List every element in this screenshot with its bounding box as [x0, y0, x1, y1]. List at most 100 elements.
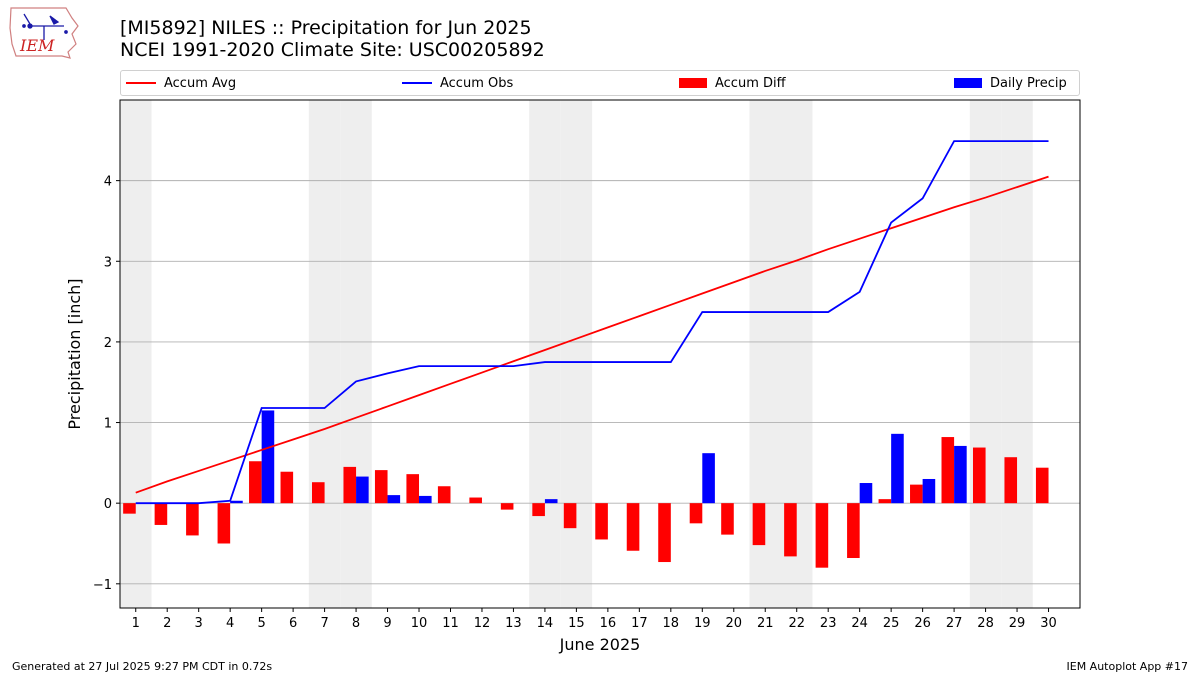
- bar-daily-precip-day-10: [419, 495, 432, 504]
- x-tick-label-14: 14: [537, 616, 554, 631]
- line-accum-obs: [135, 140, 1049, 505]
- bar-accum-diff-day-9: [374, 470, 388, 504]
- legend-swatch-accum-avg: [126, 82, 156, 84]
- x-tick-label-7: 7: [320, 616, 328, 631]
- bar-daily-precip-day-26: [922, 478, 936, 504]
- bar-daily-precip-day-24: [859, 483, 873, 504]
- legend-item-accum-avg: Accum Avg: [126, 71, 236, 95]
- x-tick-label-28: 28: [977, 616, 994, 631]
- legend-item-daily-precip: Daily Precip: [954, 71, 1067, 95]
- footer-generated: Generated at 27 Jul 2025 9:27 PM CDT in …: [12, 660, 273, 673]
- x-tick-label-4: 4: [226, 616, 234, 631]
- x-tick-label-10: 10: [411, 616, 428, 631]
- bar-accum-diff-day-19: [689, 503, 703, 524]
- x-tick-label-5: 5: [257, 616, 265, 631]
- bar-accum-diff-day-3: [186, 503, 199, 536]
- y-tick-label-2: 2: [104, 336, 112, 351]
- bar-accum-diff-day-24: [847, 503, 860, 559]
- bar-accum-diff-day-29: [1004, 457, 1018, 504]
- y-axis-label: Precipitation [inch]: [65, 278, 84, 429]
- x-tick-label-30: 30: [1040, 616, 1057, 631]
- bar-accum-diff-day-20: [721, 503, 734, 535]
- y-tick-label-0: 0: [104, 497, 112, 512]
- legend-swatch-accum-diff: [679, 78, 707, 88]
- bar-accum-diff-day-17: [626, 503, 640, 551]
- logo-text: IEM: [19, 36, 55, 55]
- x-tick-label-26: 26: [914, 616, 931, 631]
- legend-swatch-daily-precip: [954, 78, 982, 88]
- x-tick-label-17: 17: [631, 616, 648, 631]
- x-tick-label-22: 22: [788, 616, 805, 631]
- legend-item-accum-obs: Accum Obs: [402, 71, 513, 95]
- bar-accum-diff-day-4: [217, 503, 231, 544]
- footer-app-id: IEM Autoplot App #17: [1066, 660, 1189, 673]
- bar-daily-precip-day-14: [544, 499, 558, 504]
- chart-subtitle: NCEI 1991-2020 Climate Site: USC00205892: [120, 39, 545, 61]
- line-accum-avg: [135, 175, 1049, 494]
- bar-daily-precip-day-27: [954, 445, 967, 504]
- chart-legend: Accum Avg Accum Obs Accum Diff Daily Pre…: [120, 70, 1080, 96]
- chart-title: [MI5892] NILES :: Precipitation for Jun …: [120, 17, 532, 39]
- x-tick-label-8: 8: [352, 616, 360, 631]
- bar-accum-diff-day-5: [249, 461, 262, 504]
- x-tick-label-15: 15: [568, 616, 585, 631]
- bar-daily-precip-day-19: [702, 453, 715, 504]
- bar-accum-diff-day-6: [280, 471, 294, 504]
- bar-accum-diff-day-18: [658, 503, 671, 563]
- bar-accum-diff-day-8: [343, 466, 357, 504]
- bar-accum-diff-day-28: [972, 447, 986, 504]
- x-tick-label-21: 21: [757, 616, 774, 631]
- bar-accum-diff-day-21: [752, 503, 766, 546]
- x-tick-label-23: 23: [820, 616, 837, 631]
- legend-label-daily-precip: Daily Precip: [990, 75, 1067, 91]
- bar-accum-diff-day-1: [123, 503, 136, 514]
- bar-accum-diff-day-15: [563, 503, 577, 529]
- plot-frame: [119, 99, 1081, 609]
- legend-label-accum-avg: Accum Avg: [164, 75, 237, 91]
- bar-daily-precip-day-5: [261, 410, 275, 504]
- x-tick-label-27: 27: [946, 616, 963, 631]
- bar-accum-diff-day-26: [910, 484, 923, 504]
- legend-item-accum-diff: Accum Diff: [679, 71, 786, 95]
- x-tick-label-29: 29: [1009, 616, 1026, 631]
- bar-accum-diff-day-10: [406, 474, 420, 504]
- x-tick-label-9: 9: [383, 616, 391, 631]
- legend-swatch-accum-obs: [402, 82, 432, 84]
- weekend-shade-day-1: [120, 100, 152, 608]
- x-tick-label-1: 1: [132, 616, 140, 631]
- bar-accum-diff-day-22: [784, 503, 797, 557]
- bar-accum-diff-day-27: [941, 437, 955, 504]
- weekend-shade-day-29: [1001, 100, 1033, 608]
- x-tick-label-19: 19: [694, 616, 711, 631]
- y-tick-label-3: 3: [104, 255, 112, 270]
- x-tick-label-12: 12: [474, 616, 491, 631]
- x-tick-label-3: 3: [195, 616, 203, 631]
- weather-instrument-icon: [22, 13, 68, 40]
- x-tick-label-11: 11: [442, 616, 459, 631]
- x-tick-label-13: 13: [505, 616, 522, 631]
- x-tick-label-2: 2: [163, 616, 171, 631]
- x-axis-label: June 2025: [559, 635, 641, 654]
- weekend-shade-day-15: [560, 100, 593, 608]
- bar-accum-diff-day-23: [815, 503, 829, 568]
- weekend-shade-day-28: [969, 100, 1002, 608]
- x-tick-label-20: 20: [725, 616, 742, 631]
- weekend-shade-day-8: [340, 100, 372, 608]
- y-tick-label--1: −1: [93, 578, 112, 593]
- weekend-shade-day-7: [308, 100, 341, 608]
- y-tick-label-1: 1: [104, 417, 112, 432]
- bar-accum-diff-day-11: [437, 486, 451, 504]
- bar-accum-diff-day-30: [1035, 467, 1049, 504]
- x-tick-label-18: 18: [663, 616, 680, 631]
- y-tick-label-4: 4: [104, 175, 112, 190]
- x-tick-label-6: 6: [289, 616, 297, 631]
- bar-accum-diff-day-25: [878, 499, 892, 504]
- x-tick-label-25: 25: [883, 616, 900, 631]
- x-tick-label-16: 16: [600, 616, 617, 631]
- legend-label-accum-diff: Accum Diff: [715, 75, 786, 91]
- legend-label-accum-obs: Accum Obs: [440, 75, 514, 91]
- x-tick-label-24: 24: [851, 616, 868, 631]
- iem-logo: IEM: [9, 7, 79, 59]
- bar-daily-precip-day-25: [891, 433, 904, 504]
- bar-accum-diff-day-16: [595, 503, 608, 540]
